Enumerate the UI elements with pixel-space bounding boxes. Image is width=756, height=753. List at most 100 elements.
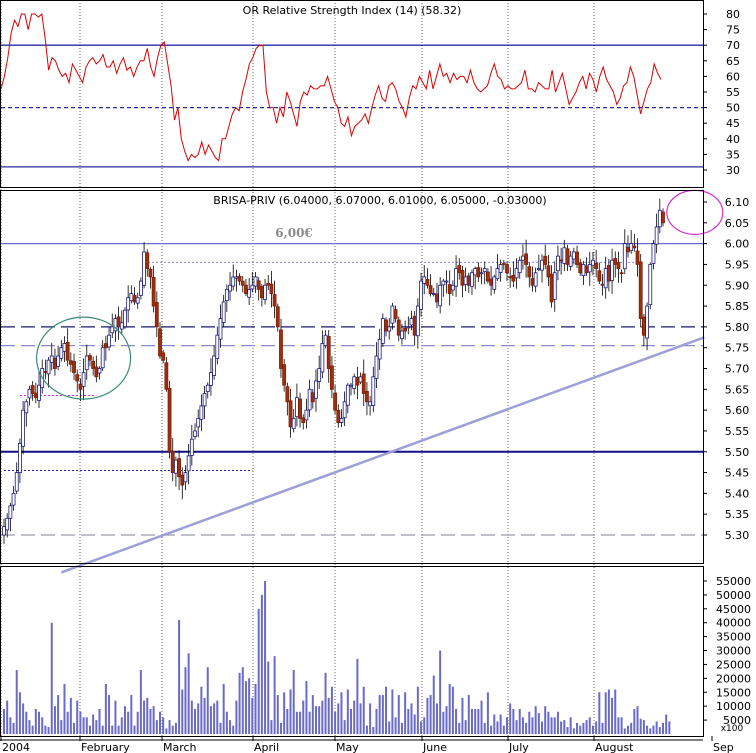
candle-body (269, 283, 274, 294)
candle-body (342, 401, 347, 419)
candle-body (193, 430, 197, 437)
candle-body (240, 280, 245, 286)
candle-body (2, 526, 6, 536)
volume-bar (550, 717, 553, 734)
volume-bar (31, 725, 34, 734)
volume-bar (604, 692, 607, 734)
candle-body (81, 372, 86, 387)
candle-body (565, 248, 570, 265)
candle-body (307, 388, 312, 411)
volume-bar (53, 706, 56, 734)
volume-bar (665, 714, 668, 734)
candle-body (78, 383, 83, 390)
volume-bar (6, 700, 9, 734)
candle-body (613, 258, 618, 265)
volume-bar (165, 728, 168, 734)
volume-bar (149, 708, 152, 734)
candle-body (486, 271, 490, 282)
volume-bar (146, 697, 149, 734)
candle-body (330, 365, 334, 390)
candle-body (463, 276, 468, 286)
volume-bar (381, 695, 384, 734)
candle-body (180, 474, 185, 486)
volume-bar (407, 708, 410, 734)
candle-body (21, 409, 26, 447)
volume-bar (496, 721, 499, 734)
price-annotation: 6,00€ (275, 226, 313, 240)
candle-body (59, 347, 64, 359)
panel-border (0, 0, 704, 188)
volume-bar (413, 714, 416, 734)
candle-body (285, 386, 290, 403)
candle-body (33, 392, 38, 399)
volume-bar (518, 708, 521, 734)
volume-bar (461, 697, 464, 734)
volume-bar (44, 725, 47, 734)
volume-bar (658, 727, 661, 734)
candle-body (629, 243, 634, 251)
volume-bar (346, 689, 349, 734)
volume-panel (3, 581, 671, 734)
highlight-ellipse (35, 316, 132, 400)
volume-bar (426, 697, 429, 734)
price-tick-label: 5.55 (725, 425, 750, 438)
candle-body (460, 269, 465, 286)
volume-bar (397, 695, 400, 734)
volume-bar (3, 708, 5, 734)
volume-bar (649, 728, 652, 734)
candle-body (501, 263, 506, 265)
candle-body (228, 284, 232, 292)
candle-body (336, 409, 341, 424)
volume-bar (470, 708, 473, 734)
volume-bar (343, 720, 346, 734)
volume-bar (416, 686, 419, 734)
candle-body (546, 265, 551, 278)
candle-body (49, 355, 54, 363)
volume-bar (174, 722, 177, 734)
candle-body (282, 364, 287, 386)
candle-body (361, 373, 366, 394)
volume-bar (588, 717, 591, 734)
volume-bar (375, 708, 378, 734)
volume-bar (356, 658, 359, 734)
volume-tick-label: 35000 (716, 631, 751, 644)
candle-body (387, 326, 392, 332)
candle-body (527, 266, 532, 278)
volume-bar (219, 722, 222, 734)
volume-bar (636, 706, 639, 734)
candle-body (212, 355, 217, 376)
candle-body (415, 305, 420, 337)
volume-bar (88, 725, 91, 734)
volume-bar (117, 725, 120, 734)
volume-bar (668, 721, 671, 734)
candle-body (288, 400, 293, 428)
candle-body (167, 388, 172, 453)
volume-bar (92, 714, 95, 734)
candle-body (275, 306, 280, 328)
volume-bar (432, 675, 435, 734)
candle-body (454, 268, 458, 287)
volume-bar (486, 692, 489, 734)
rsi-tick-label: 35 (726, 148, 740, 161)
volume-tick-label: 50000 (716, 589, 751, 602)
volume-bar (213, 703, 216, 734)
month-label: April (254, 741, 279, 753)
candle-body (568, 255, 573, 267)
volume-bar (318, 706, 321, 734)
volume-bar (585, 720, 588, 734)
volume-bar (108, 695, 111, 734)
volume-bar (295, 711, 298, 734)
price-tick-label: 5.45 (725, 467, 750, 480)
candle-body (231, 276, 236, 287)
volume-bar (662, 722, 664, 734)
price-title: BRISA-PRIV (6.04000, 6.07000, 6.01000, 6… (213, 194, 546, 207)
candle-body (75, 374, 80, 382)
volume-bar (601, 722, 604, 734)
candle-body (524, 253, 529, 265)
volume-bar (238, 672, 241, 734)
price-tick-label: 5.60 (725, 404, 750, 417)
rsi-title: OR Relative Strength Index (14) (58.32) (243, 4, 462, 17)
volume-bar (123, 706, 126, 734)
volume-bar (190, 700, 193, 734)
candle-body (562, 247, 567, 264)
